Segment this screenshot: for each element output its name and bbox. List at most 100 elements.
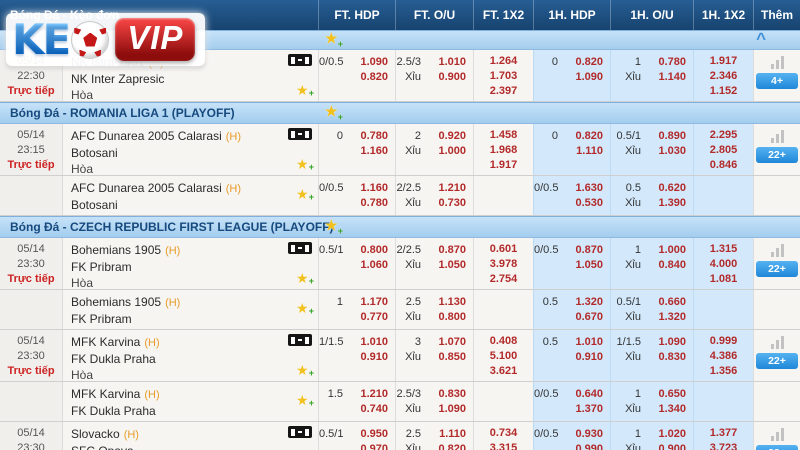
favorite-star-icon[interactable]: + [325, 30, 343, 49]
odd-value[interactable]: 0.650 [658, 387, 686, 400]
odd-value[interactable]: 1.010 [438, 55, 466, 68]
odd-value[interactable]: 0.660 [658, 295, 686, 308]
odd-value[interactable]: 1.030 [658, 144, 686, 157]
odd-value[interactable]: 1.110 [576, 144, 603, 157]
odd-value[interactable]: 4.000 [709, 258, 738, 270]
odd-value[interactable]: 0.870 [438, 243, 466, 256]
league-header[interactable]: Bóng Đá - CZECH REPUBLIC FIRST LEAGUE (P… [0, 216, 800, 238]
odd-value[interactable]: 1.140 [658, 70, 686, 83]
odd-value[interactable]: 0.740 [360, 402, 388, 415]
odd-value[interactable]: 2.346 [709, 70, 738, 82]
keovip-logo[interactable]: KE VIP [6, 13, 206, 66]
more-bets-button[interactable]: 22+ [756, 445, 798, 450]
stats-bars-icon[interactable] [770, 428, 784, 441]
odd-value[interactable]: 1.020 [658, 427, 686, 440]
more-bets-button[interactable]: 4+ [756, 73, 798, 89]
odd-value[interactable]: 1.210 [360, 387, 388, 400]
stats-bars-icon[interactable] [770, 130, 784, 143]
odd-value[interactable]: 0.830 [438, 387, 466, 400]
odd-value[interactable]: 1.090 [438, 402, 466, 415]
odd-value[interactable]: 1.010 [575, 335, 603, 348]
stats-bars-icon[interactable] [770, 336, 784, 349]
odd-value[interactable]: 0.734 [489, 427, 518, 439]
odd-value[interactable]: 1.170 [360, 295, 388, 308]
odd-value[interactable]: 0.950 [360, 427, 388, 440]
draw-option-label[interactable]: Hòa [71, 368, 94, 382]
more-bets-button[interactable]: 22+ [756, 147, 798, 163]
odd-value[interactable]: 0.601 [489, 243, 518, 255]
stats-bars-icon[interactable] [770, 56, 784, 69]
favorite-star-icon[interactable]: + [325, 103, 343, 122]
odd-value[interactable]: 2.805 [709, 144, 738, 156]
odd-value[interactable]: 1.356 [709, 365, 738, 377]
odd-value[interactable]: 1.458 [489, 129, 518, 141]
odd-value[interactable]: 0.640 [575, 387, 603, 400]
odd-value[interactable]: 3.621 [489, 365, 518, 377]
collapse-chevron-icon[interactable]: ^ [756, 29, 766, 49]
favorite-star-icon[interactable]: + [296, 186, 314, 203]
odd-value[interactable]: 0.990 [575, 442, 603, 450]
odd-value[interactable]: 1.315 [709, 243, 738, 255]
odd-value[interactable]: 2.754 [489, 273, 518, 285]
scoreboard-icon[interactable] [288, 426, 312, 438]
odd-value[interactable]: 0.910 [575, 350, 603, 363]
odd-value[interactable]: 0.780 [360, 196, 388, 209]
odd-value[interactable]: 1.152 [709, 85, 738, 97]
odd-value[interactable]: 1.081 [709, 273, 738, 285]
scoreboard-icon[interactable] [288, 128, 312, 140]
odd-value[interactable]: 1.060 [360, 258, 388, 271]
odd-value[interactable]: 1.160 [360, 181, 388, 194]
odd-value[interactable]: 0.830 [658, 350, 686, 363]
favorite-star-icon[interactable]: + [296, 300, 314, 317]
favorite-star-icon[interactable]: + [296, 392, 314, 409]
odd-value[interactable]: 1.010 [360, 335, 388, 348]
odd-value[interactable]: 0.920 [438, 129, 466, 142]
odd-value[interactable]: 0.408 [489, 335, 518, 347]
draw-option-label[interactable]: Hòa [71, 276, 94, 290]
odd-value[interactable]: 0.999 [709, 335, 738, 347]
odd-value[interactable]: 1.320 [658, 310, 686, 323]
odd-value[interactable]: 0.970 [360, 442, 388, 450]
scoreboard-icon[interactable] [288, 334, 312, 346]
odd-value[interactable]: 0.930 [575, 427, 603, 440]
odd-value[interactable]: 1.340 [658, 402, 686, 415]
league-header[interactable]: Bóng Đá - ROMANIA LIGA 1 (PLAYOFF) + [0, 102, 800, 124]
scoreboard-icon[interactable] [288, 242, 312, 254]
odd-value[interactable]: 0.770 [360, 310, 388, 323]
scoreboard-icon[interactable] [288, 54, 312, 66]
more-bets-button[interactable]: 22+ [756, 261, 798, 277]
odd-value[interactable]: 3.723 [709, 442, 738, 450]
odd-value[interactable]: 1.110 [439, 427, 466, 440]
odd-value[interactable]: 0.890 [658, 129, 686, 142]
stats-bars-icon[interactable] [770, 244, 784, 257]
odd-value[interactable]: 0.870 [575, 243, 603, 256]
odd-value[interactable]: 1.000 [438, 144, 466, 157]
odd-value[interactable]: 0.820 [360, 70, 388, 83]
odd-value[interactable]: 0.530 [575, 196, 603, 209]
odd-value[interactable]: 1.630 [575, 181, 603, 194]
favorite-star-icon[interactable]: + [296, 362, 314, 379]
odd-value[interactable]: 1.917 [709, 55, 738, 67]
odd-value[interactable]: 1.390 [658, 196, 686, 209]
favorite-star-icon[interactable]: + [296, 270, 314, 287]
odd-value[interactable]: 1.370 [575, 402, 603, 415]
odd-value[interactable]: 1.050 [575, 258, 603, 271]
odd-value[interactable]: 3.978 [489, 258, 518, 270]
odd-value[interactable]: 1.090 [360, 55, 388, 68]
odd-value[interactable]: 0.900 [658, 442, 686, 450]
odd-value[interactable]: 1.070 [438, 335, 466, 348]
odd-value[interactable]: 0.850 [438, 350, 466, 363]
odd-value[interactable]: 1.968 [489, 144, 518, 156]
odd-value[interactable]: 0.780 [658, 55, 686, 68]
odd-value[interactable]: 0.670 [575, 310, 603, 323]
odd-value[interactable]: 1.090 [658, 335, 686, 348]
odd-value[interactable]: 0.910 [360, 350, 388, 363]
odd-value[interactable]: 0.800 [360, 243, 388, 256]
odd-value[interactable]: 1.210 [438, 181, 466, 194]
odd-value[interactable]: 1.050 [438, 258, 466, 271]
odd-value[interactable]: 0.900 [438, 70, 466, 83]
odd-value[interactable]: 1.090 [575, 70, 603, 83]
odd-value[interactable]: 1.160 [360, 144, 388, 157]
odd-value[interactable]: 1.264 [489, 55, 518, 67]
odd-value[interactable]: 0.846 [709, 159, 738, 171]
